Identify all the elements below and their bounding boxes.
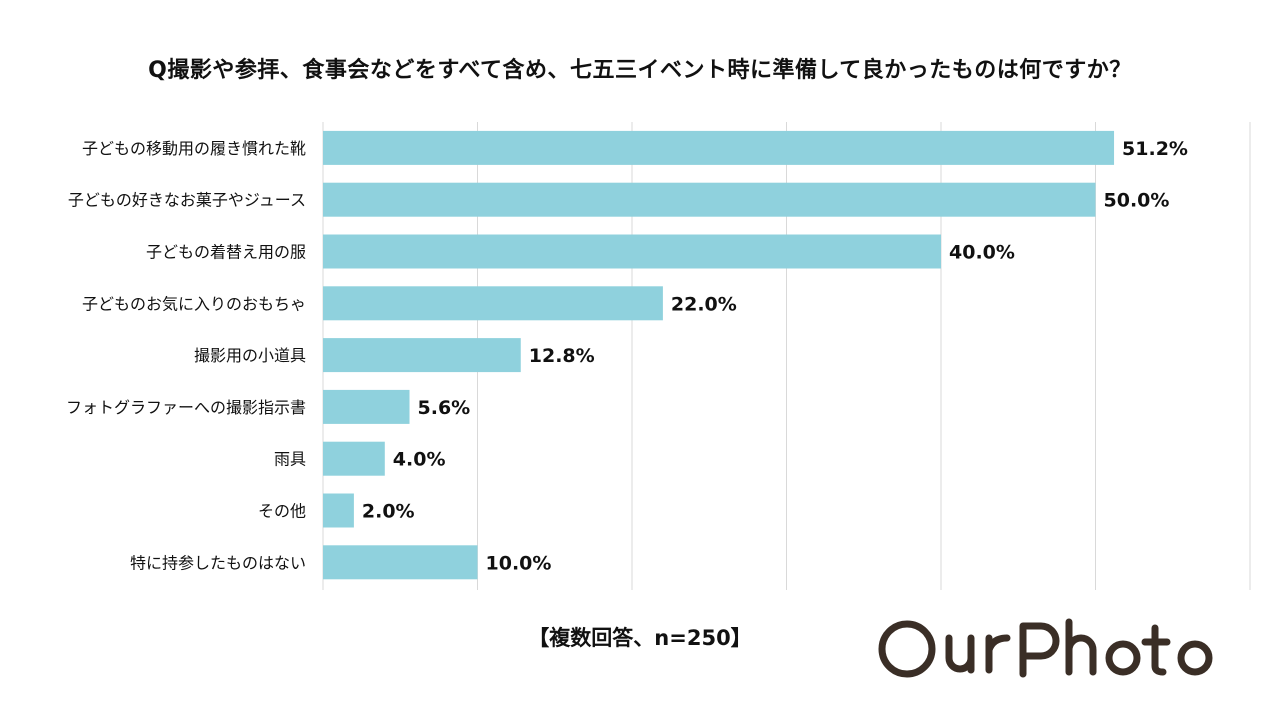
value-label: 2.0% <box>362 501 415 523</box>
bar <box>323 389 410 424</box>
chart-title: Q撮影や参拝、食事会などをすべて含め、七五三イベント時に準備して良かったものは何… <box>148 58 1132 83</box>
value-label: 51.2% <box>1122 138 1188 160</box>
value-label: 5.6% <box>418 397 471 419</box>
bar <box>323 130 1115 165</box>
category-label: その他 <box>258 502 306 521</box>
category-label: 雨具 <box>274 450 306 469</box>
value-label: 10.0% <box>486 552 552 574</box>
category-label: 子どもの好きなお菓子やジュース <box>68 191 306 210</box>
sample-note: 【複数回答、n=250】 <box>528 626 752 650</box>
bar <box>323 545 478 580</box>
value-label: 12.8% <box>529 345 595 367</box>
ourphoto-logo <box>878 618 1213 678</box>
bar <box>323 286 663 321</box>
category-label: 子どもの着替え用の服 <box>146 243 306 262</box>
value-label: 50.0% <box>1104 190 1170 212</box>
value-label: 22.0% <box>671 293 737 315</box>
value-label: 4.0% <box>393 449 446 471</box>
category-label: 撮影用の小道具 <box>194 346 306 365</box>
category-label: 特に持参したものはない <box>130 553 306 572</box>
bar <box>323 441 385 476</box>
value-label: 40.0% <box>949 242 1015 264</box>
category-label: フォトグラファーへの撮影指示書 <box>66 398 306 417</box>
bar <box>323 338 521 373</box>
category-label: 子どもの移動用の履き慣れた靴 <box>82 139 306 158</box>
bar <box>323 234 941 269</box>
category-label: 子どものお気に入りのおもちゃ <box>82 294 306 313</box>
bar <box>323 182 1096 217</box>
bar <box>323 493 354 528</box>
